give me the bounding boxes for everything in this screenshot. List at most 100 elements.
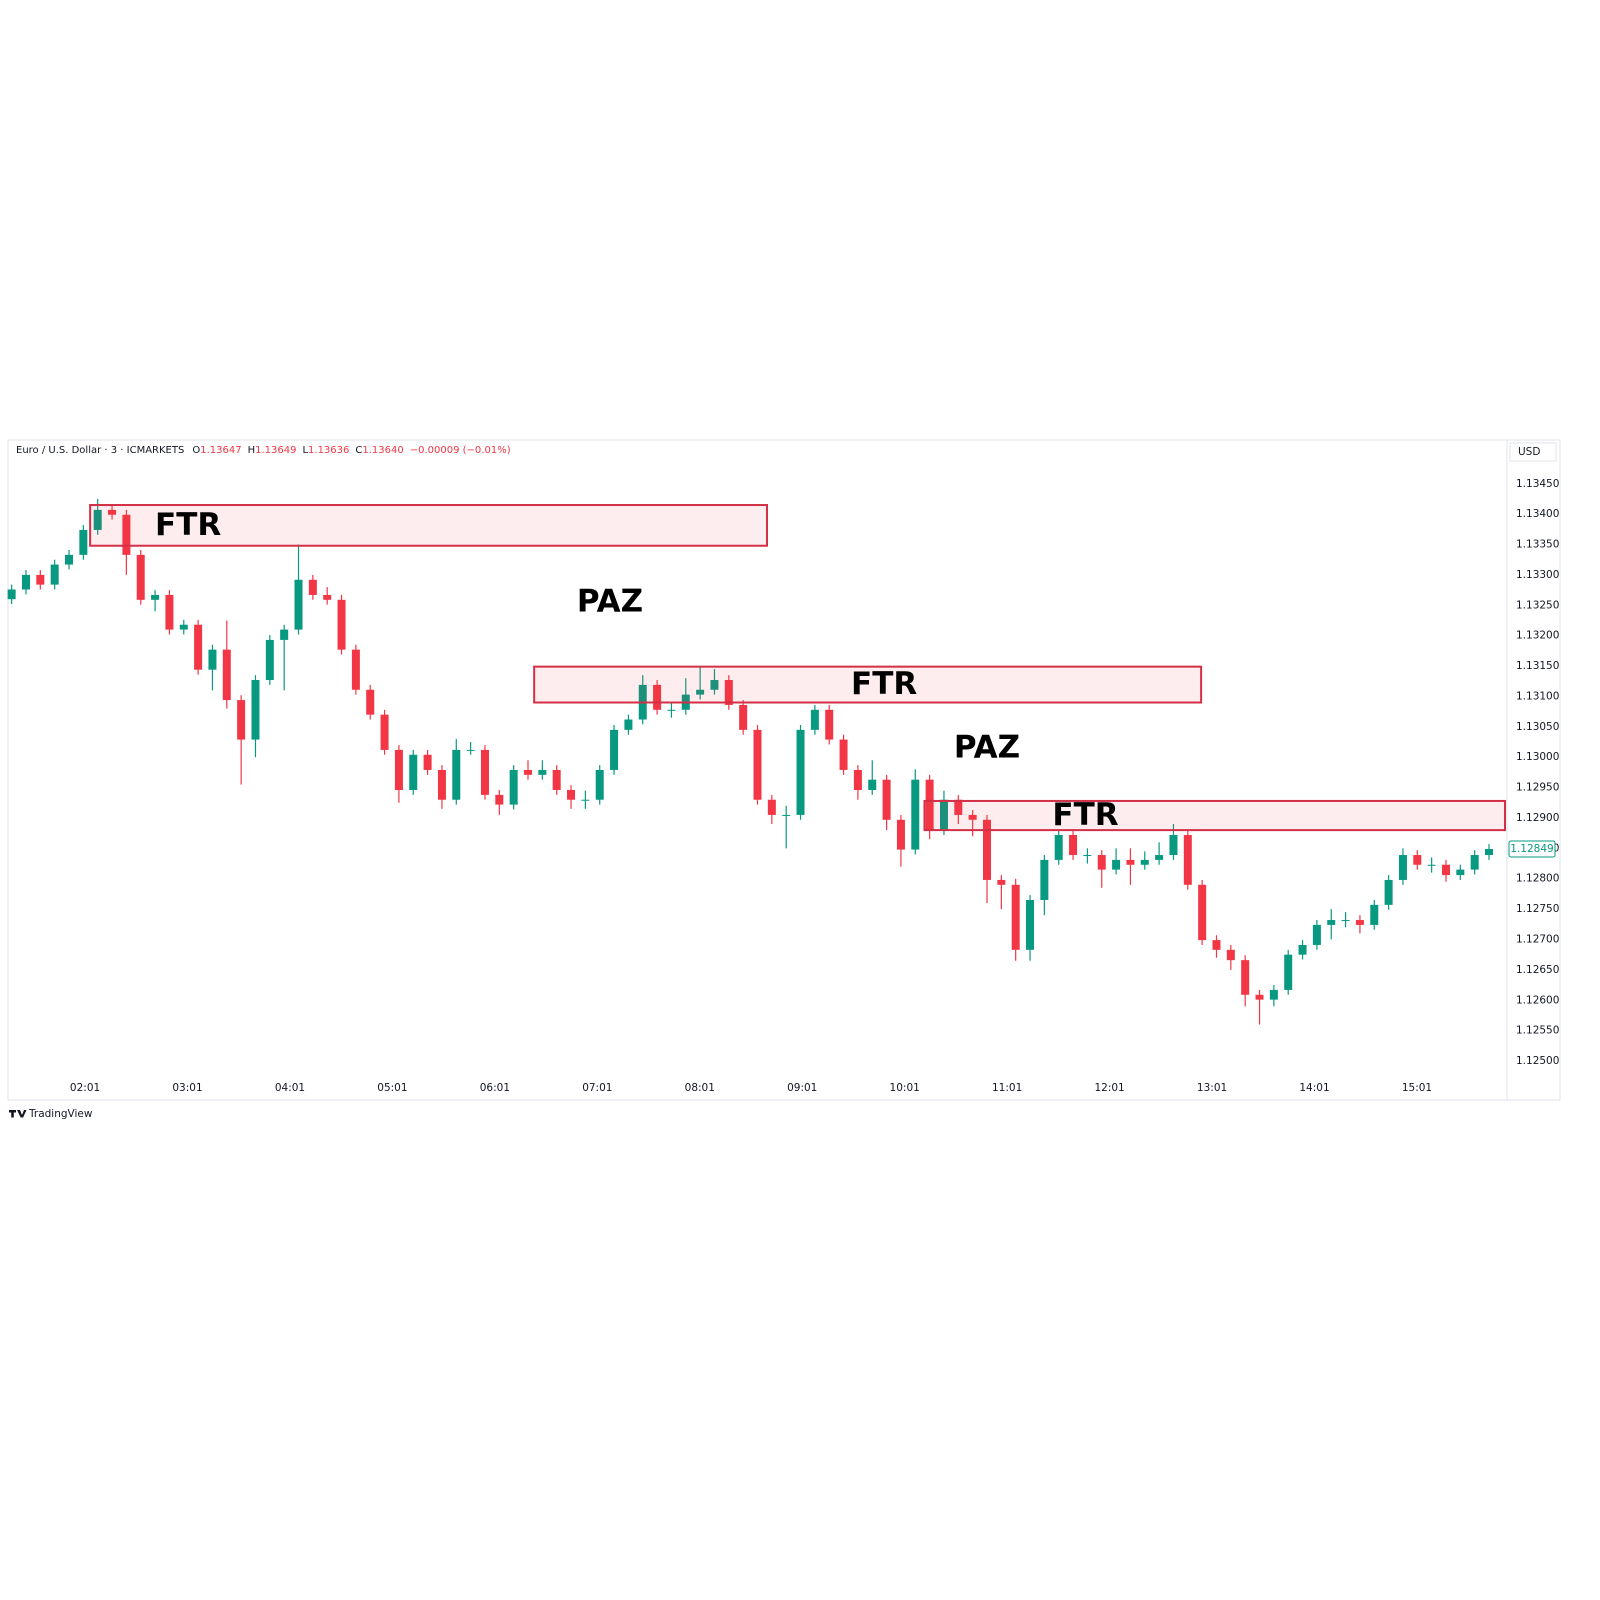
candle-body <box>552 769 561 791</box>
chart-header: Euro / U.S. Dollar · 3 · ICMARKETS O1.136… <box>16 445 511 456</box>
y-tick-label: 1.12900 <box>1516 812 1559 824</box>
ohlc-value: 1.13636 <box>308 445 349 456</box>
candle-body <box>853 769 862 791</box>
candle-body <box>710 680 719 690</box>
currency-box <box>1509 442 1557 462</box>
candle-body <box>394 749 403 791</box>
candle-body <box>997 879 1006 885</box>
x-tick-label: 10:01 <box>890 1082 920 1094</box>
candle-body <box>1413 855 1422 865</box>
y-tick-label: 1.13050 <box>1516 721 1559 733</box>
candle-body <box>753 729 762 800</box>
candle-body <box>882 779 891 820</box>
zone-label: FTR <box>851 666 917 702</box>
candle-body <box>739 704 748 730</box>
candle-body <box>1355 920 1364 925</box>
candle-body <box>136 554 145 600</box>
ohlc-key: H <box>248 445 256 456</box>
y-tick-label: 1.12600 <box>1516 994 1559 1006</box>
candle-body <box>1011 884 1020 950</box>
candle-body <box>911 779 920 850</box>
y-tick-label: 1.12500 <box>1516 1055 1559 1067</box>
candle-body <box>767 799 776 815</box>
ohlc-key: O <box>192 445 200 456</box>
candle-body <box>968 814 977 820</box>
candle-body <box>1341 920 1350 922</box>
candle-body <box>108 509 117 515</box>
candle-body <box>1226 949 1235 961</box>
y-tick-label: 1.13250 <box>1516 599 1559 611</box>
candle-body <box>1054 834 1063 860</box>
last-price-tag <box>1508 840 1556 858</box>
symbol: Euro / U.S. Dollar · 3 · ICMARKETS <box>16 445 184 456</box>
y-tick-label: 1.13350 <box>1516 539 1559 551</box>
y-tick-label: 1.12650 <box>1516 964 1559 976</box>
candle-body <box>480 749 489 795</box>
candle-body <box>810 709 819 730</box>
x-tick-label: 06:01 <box>480 1082 510 1094</box>
x-tick-label: 12:01 <box>1094 1082 1124 1094</box>
y-tick-label: 1.12750 <box>1516 903 1559 915</box>
brand-logo <box>9 1110 27 1118</box>
candle-body <box>825 709 834 740</box>
candle-body <box>1212 940 1221 950</box>
y-tick-label: 1.12700 <box>1516 933 1559 945</box>
y-tick-label: 1.12800 <box>1516 873 1559 885</box>
candle-body <box>1470 855 1479 870</box>
x-tick-label: 03:01 <box>172 1082 202 1094</box>
x-tick-label: 02:01 <box>70 1082 100 1094</box>
candle-body <box>782 814 791 816</box>
candle-body <box>165 594 174 630</box>
candle-body <box>194 624 203 670</box>
ftr-zone <box>923 799 1506 832</box>
candle-body <box>308 579 317 595</box>
candle-body <box>1441 864 1450 876</box>
candle-body <box>1269 989 1278 1000</box>
brand-name: TradingView <box>28 1108 93 1120</box>
candle-body <box>7 589 16 600</box>
candle-body <box>1241 960 1250 995</box>
candle-body <box>466 749 475 751</box>
candle-body <box>423 754 432 770</box>
zone-label: FTR <box>1052 797 1118 833</box>
ohlc-key: C <box>355 445 362 456</box>
candle-body <box>1126 859 1135 865</box>
candle-body <box>667 709 676 711</box>
candle-body <box>1427 864 1436 866</box>
candle-body <box>595 769 604 800</box>
candle-body <box>954 799 963 815</box>
candle-body <box>36 574 45 585</box>
y-tick-label: 1.13400 <box>1516 508 1559 520</box>
candle-body <box>1398 855 1407 880</box>
candle-body <box>1069 834 1078 856</box>
candle-body <box>1169 834 1178 856</box>
candle-body <box>610 729 619 770</box>
x-tick-label: 09:01 <box>787 1082 817 1094</box>
y-tick-label: 1.13200 <box>1516 630 1559 642</box>
candle-body <box>122 514 131 555</box>
candle-body <box>567 790 576 800</box>
change: −0.00009 (−0.01%) <box>410 445 511 456</box>
candle-body <box>50 564 59 585</box>
candle-body <box>538 769 547 775</box>
candle-body <box>222 649 231 701</box>
y-tick-label: 1.13300 <box>1516 569 1559 581</box>
y-tick-label: 1.13450 <box>1516 478 1559 490</box>
candle-body <box>1485 848 1494 856</box>
candle-body <box>265 639 274 681</box>
candle-body <box>1327 920 1336 925</box>
candle-body <box>366 689 375 715</box>
ohlc-value: 1.13647 <box>200 445 241 456</box>
candle-body <box>524 769 533 775</box>
candle-body <box>21 574 30 590</box>
ftr-zone <box>533 665 1203 704</box>
candle-body <box>323 594 332 600</box>
candle-body <box>294 579 303 630</box>
candle-body <box>509 769 518 805</box>
x-tick-label: 05:01 <box>377 1082 407 1094</box>
candle-body <box>452 749 461 800</box>
candle-body <box>1370 904 1379 925</box>
candle-body <box>1198 884 1207 941</box>
